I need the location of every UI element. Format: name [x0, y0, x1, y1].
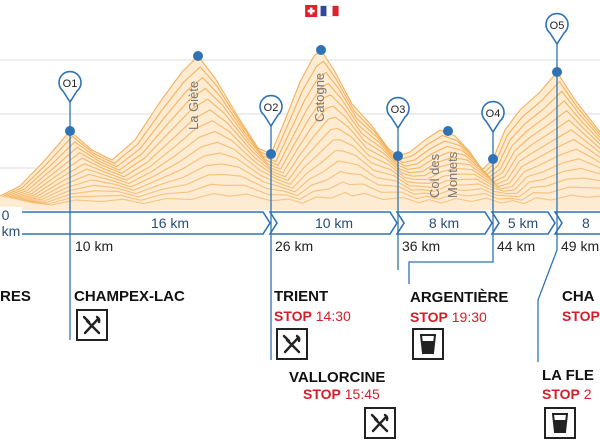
- contour-line: [24, 160, 600, 202]
- town-la-flegere-cut: LA FLE: [542, 367, 594, 384]
- checkpoint-pins: O1 O2 O3 O4 O5: [58, 12, 569, 134]
- peak-label-col-des-montets: Col des Montets: [427, 151, 460, 198]
- checkpoint-km-o5: 49 km: [561, 238, 600, 254]
- peak-marker-catogne: [316, 45, 326, 55]
- town-trient: TRIENT: [274, 288, 329, 305]
- stop-trient: STOP 14:30: [274, 308, 351, 324]
- checkpoint-line-o4: [408, 126, 494, 284]
- contour-line: [31, 191, 600, 206]
- stop-argentiere: STOP 19:30: [410, 309, 487, 325]
- segment-distance: 8: [580, 215, 592, 231]
- contour-line: [9, 94, 600, 199]
- checkpoint-pin-label: O2: [264, 102, 279, 114]
- contour-line: [19, 139, 600, 201]
- fork-knife-icon: [364, 407, 396, 439]
- segment-distance: 16 km: [148, 215, 192, 231]
- segment-distance: 8 km: [426, 215, 462, 231]
- contour-line: [7, 83, 600, 199]
- checkpoint-pin-o5: O5: [545, 12, 569, 46]
- peak-label-catogne: Catogne: [312, 72, 327, 122]
- checkpoint-pin-o3: O3: [386, 96, 410, 130]
- contour-line: [28, 181, 600, 205]
- segment-distance: 10 km: [312, 215, 356, 231]
- checkpoint-pin-o1: O1: [58, 70, 82, 104]
- contour-line: [26, 170, 600, 204]
- checkpoint-pin-o2: O2: [259, 94, 283, 128]
- town-left-cut: RES: [0, 288, 31, 305]
- town-vallorcine: VALLORCINE: [289, 369, 386, 386]
- checkpoint-km-o1: 10 km: [75, 238, 114, 254]
- checkpoint-pin-label: O4: [486, 108, 501, 120]
- glass-icon: [412, 328, 444, 360]
- town-champex-lac: CHAMPEX-LAC: [74, 288, 185, 305]
- checkpoint-pin-label: O5: [550, 20, 565, 32]
- contour-line: [16, 127, 600, 201]
- checkpoint-km-o2: 26 km: [275, 238, 314, 254]
- town-cha-cut: CHA: [562, 288, 595, 305]
- contour-line: [11, 105, 600, 200]
- contour-line: [4, 71, 600, 198]
- fork-knife-icon: [276, 328, 308, 360]
- checkpoint-line-o5: [537, 40, 558, 362]
- flag-icons: [305, 5, 339, 17]
- peak-label-la-giete: La Giète: [186, 80, 201, 130]
- peak-marker-la-giete: [193, 51, 203, 61]
- checkpoint-km-o3: 36 km: [402, 238, 441, 254]
- glass-icon: [544, 407, 576, 439]
- contour-line: [0, 49, 600, 197]
- fork-knife-icon: [76, 309, 108, 341]
- checkpoint-km-o4: 44 km: [497, 238, 536, 254]
- segment-distance: 0 km: [0, 207, 23, 239]
- contour-line: [21, 149, 600, 202]
- peak-marker-col-des-montets: [443, 126, 453, 136]
- stop-cha: STOP: [562, 308, 600, 324]
- checkpoint-pin-label: O1: [63, 78, 78, 90]
- town-argentiere: ARGENTIÈRE: [410, 289, 509, 306]
- stop-vallorcine: STOP 15:45: [303, 386, 380, 402]
- checkpoint-pin-label: O3: [391, 104, 406, 116]
- segment-shape-1: [0, 211, 271, 235]
- stop-la-flegere: STOP 2: [542, 386, 592, 402]
- checkpoint-pin-o4: O4: [481, 100, 505, 134]
- contour-line: [14, 116, 600, 200]
- segment-distance: 5 km: [505, 215, 541, 231]
